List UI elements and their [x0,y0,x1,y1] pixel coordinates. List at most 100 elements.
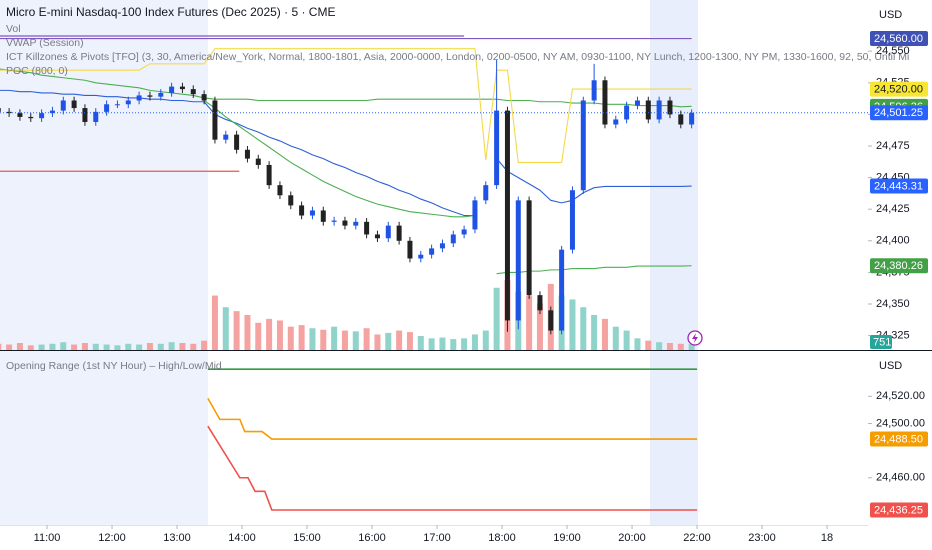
volume-bar [60,342,67,350]
volume-bar [190,343,197,350]
volume-bar [656,342,663,350]
candle-body [526,200,532,296]
y-tick-label: 24,475 [876,140,910,152]
price-tag-label: 24,443.31 [874,180,923,192]
alert-icon-bolt [692,333,698,343]
volume-bar [461,338,468,350]
volume-bar [114,345,121,350]
x-tick-label: 12:00 [98,532,126,544]
candle-body [28,116,34,119]
currency-label: USD [879,360,902,372]
session-shade [0,0,208,525]
candle-body [169,86,175,93]
volume-bar [6,344,13,350]
price-tag-label: 24,560.00 [874,33,923,45]
volume-bar [244,315,251,350]
indicator-label: ICT Killzones & Pivots [TFO] (3, 30, Ame… [6,51,909,63]
candle-body [602,80,608,125]
volume-bar [341,330,348,350]
volume-bar [385,332,392,350]
candle-body [17,113,23,117]
candle-body [212,100,218,140]
volume-bar [255,322,262,350]
candle-body [71,100,77,109]
volume-bar [201,340,208,350]
volume-bar [222,307,229,350]
volume-bar [666,343,673,350]
candle-body [613,119,619,125]
candle-body [569,190,575,250]
candle-body [114,104,120,106]
candle-body [461,229,467,235]
x-tick-label: 22:00 [683,532,711,544]
indicator-label: VWAP (Session) [6,37,84,49]
indicator-label: POC (800, 0) [6,65,68,77]
candle-body [266,164,272,186]
volume-bar [179,343,186,350]
candle-body [244,149,250,159]
candle-body [49,110,55,114]
y-tick-label: 24,425 [876,203,910,215]
volume-bar [92,343,99,350]
indicator-line [0,89,475,217]
y-tick-label: 24,550 [876,45,910,57]
candle-body [299,205,305,216]
price-tag [870,502,928,518]
volume-bar [71,344,78,350]
volume-bar [569,299,576,350]
candle-body [515,200,521,321]
indicator-line [207,397,698,440]
candle-body [559,249,565,331]
volume-bar [16,343,23,350]
candle-body [450,234,456,244]
volume-bar [81,343,88,350]
price-tag [870,105,928,121]
volume-bar [27,345,34,350]
candle-body [82,108,88,122]
price-tag-label: 24,501.25 [874,107,923,119]
volume-bar [287,326,294,350]
volume-bar [298,325,305,350]
candle-body [353,221,359,226]
candle-body [342,220,348,226]
indicator-line [496,158,692,204]
indicator-line [207,425,698,511]
y-tick-label: 24,350 [876,298,910,310]
volume-bar [471,334,478,350]
price-tag-label: 24,520.00 [874,84,923,96]
y-tick-label: 24,520.00 [876,390,925,402]
x-tick-label: 17:00 [423,532,451,544]
x-tick-label: 23:00 [748,532,776,544]
candle-body [158,92,164,97]
candle-body [418,254,424,259]
candle-body [504,110,510,321]
x-tick-label: 20:00 [618,532,646,544]
candle-body [255,158,261,165]
y-tick-label: 24,500.00 [876,417,925,429]
candle-body [39,113,45,119]
candle-body [580,100,586,191]
volume-bar [352,331,359,350]
candle-body [429,248,435,255]
volume-bar [0,343,2,350]
volume-bar [363,328,370,350]
volume-bar [634,338,641,350]
volume-bar [125,343,132,350]
volume-bar [396,330,403,350]
volume-bar [266,318,273,350]
indicator-line [203,100,476,218]
volume-bar [417,336,424,350]
volume-bar [211,295,218,350]
volume-bar [536,303,543,350]
volume-bar [688,344,695,350]
candle-body [364,221,370,235]
candle-body [407,240,413,259]
candle-body [60,100,66,111]
candle-body [494,110,500,186]
indicator-line [0,48,692,163]
candle-body [309,210,315,216]
candle-body [483,185,489,201]
candle-body [548,310,554,331]
